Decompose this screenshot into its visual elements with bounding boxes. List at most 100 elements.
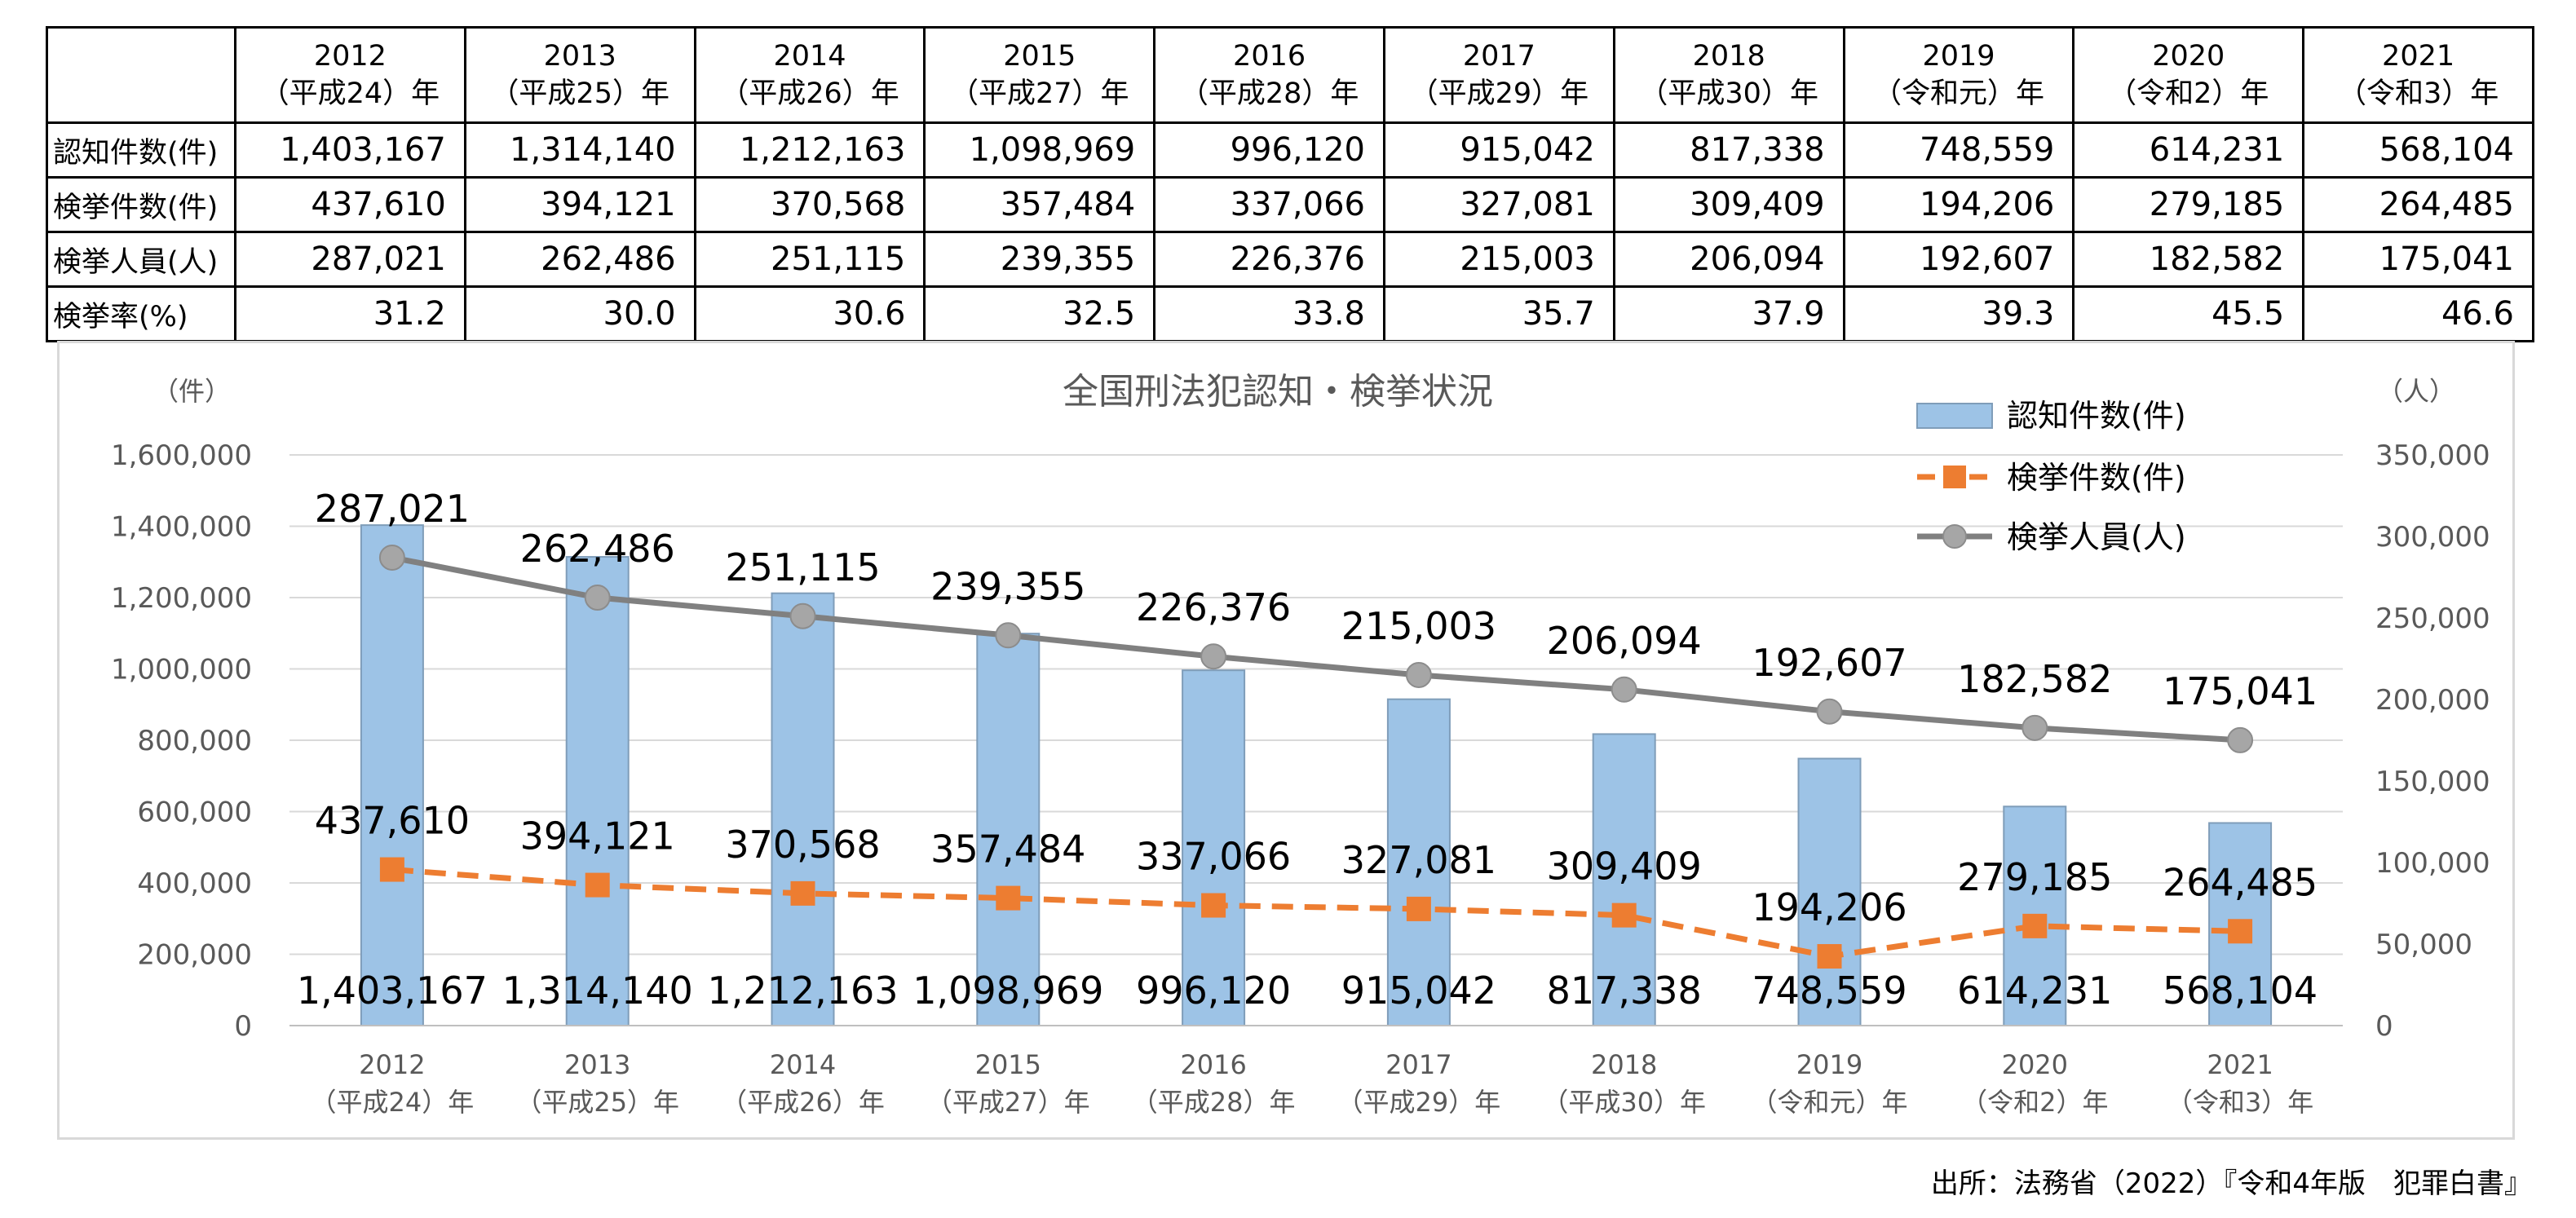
y-right-tick-label: 200,000 xyxy=(2375,684,2490,717)
year-label: 2018 xyxy=(1692,40,1765,73)
row-label: 検挙人員(人) xyxy=(46,231,236,288)
arrests-data-label: 357,484 xyxy=(930,827,1085,872)
year-label: 2012 xyxy=(313,40,387,73)
arrested-persons-data-label: 192,607 xyxy=(1752,641,1907,685)
data-point-arrests xyxy=(379,857,404,882)
data-point-arrests xyxy=(790,880,815,906)
table-cell: 32.5 xyxy=(923,285,1156,342)
data-point-arrested-persons xyxy=(1816,698,1843,725)
x-tick-label-era: （平成24）年 xyxy=(311,1087,475,1118)
era-label: （平成29）年 xyxy=(1409,77,1589,110)
table-cell: 279,185 xyxy=(2072,176,2305,233)
arrested-persons-data-label: 206,094 xyxy=(1547,619,1702,663)
arrested-persons-data-label: 251,115 xyxy=(725,545,880,589)
data-point-arrested-persons xyxy=(2227,726,2254,753)
table-cell: 31.2 xyxy=(234,285,466,342)
bar-data-label: 568,104 xyxy=(2163,969,2318,1013)
y-right-tick-label: 250,000 xyxy=(2375,602,2490,635)
year-header: 2020 （令和2）年 xyxy=(2072,26,2305,124)
legend-swatch-square-marker xyxy=(1943,466,1966,488)
table-cell: 337,066 xyxy=(1153,176,1385,233)
era-label: （令和2）年 xyxy=(2108,77,2269,110)
data-point-arrested-persons xyxy=(2021,714,2048,741)
table-cell: 226,376 xyxy=(1153,231,1385,288)
table-cell: 614,231 xyxy=(2072,121,2305,179)
source-note: 出所：法務省（2022）『令和4年版 犯罪白書』 xyxy=(1930,1167,2532,1200)
data-point-arrested-persons xyxy=(1611,676,1637,703)
y-right-tick-label: 50,000 xyxy=(2375,929,2472,961)
data-point-arrests xyxy=(1611,902,1637,928)
year-label: 2020 xyxy=(2152,40,2225,73)
year-label: 2021 xyxy=(2382,40,2455,73)
legend-label: 認知件数(件) xyxy=(2007,398,2186,434)
table-cell: 45.5 xyxy=(2072,285,2305,342)
table-cell: 357,484 xyxy=(923,176,1156,233)
y-left-unit: （件） xyxy=(152,376,231,407)
era-label: （平成26）年 xyxy=(720,77,899,110)
y-right-tick-label: 350,000 xyxy=(2375,439,2490,472)
y-right-tick-label: 300,000 xyxy=(2375,521,2490,554)
year-header: 2018 （平成30）年 xyxy=(1612,26,1845,124)
x-tick-label-era: （令和元）年 xyxy=(1751,1087,1907,1118)
table-cell: 1,403,167 xyxy=(234,121,466,179)
table-cell: 182,582 xyxy=(2072,231,2305,288)
table-row: 検挙件数(件) 437,610 394,121 370,568 357,484 337,0… xyxy=(46,176,2534,233)
series-line-arrests xyxy=(391,867,2241,960)
bar-data-label: 748,559 xyxy=(1752,969,1907,1013)
table-cell: 37.9 xyxy=(1612,285,1845,342)
era-label: （平成30）年 xyxy=(1639,77,1818,110)
table-cell: 996,120 xyxy=(1153,121,1385,179)
table-cell: 1,098,969 xyxy=(923,121,1156,179)
y-left-tick-label: 400,000 xyxy=(137,867,252,900)
y-left-tick-label: 1,600,000 xyxy=(111,439,252,472)
table-cell: 394,121 xyxy=(463,176,696,233)
data-point-arrests xyxy=(996,885,1021,911)
table-cell: 206,094 xyxy=(1612,231,1845,288)
table-cell: 287,021 xyxy=(234,231,466,288)
arrested-persons-data-label: 287,021 xyxy=(315,487,470,531)
bar-data-label: 915,042 xyxy=(1341,969,1496,1013)
table-cell: 309,409 xyxy=(1612,176,1845,233)
year-header: 2017 （平成29）年 xyxy=(1382,26,1615,124)
x-tick-label-year: 2021 xyxy=(2207,1049,2273,1080)
data-point-arrested-persons xyxy=(789,602,816,629)
x-tick-label-year: 2019 xyxy=(1796,1049,1862,1080)
y-right-unit: （人） xyxy=(2377,376,2455,407)
bar xyxy=(771,592,835,1026)
year-label: 2016 xyxy=(1233,40,1306,73)
bar-data-label: 1,314,140 xyxy=(502,969,693,1013)
year-label: 2017 xyxy=(1462,40,1535,73)
table-cell: 33.8 xyxy=(1153,285,1385,342)
arrests-data-label: 264,485 xyxy=(2163,860,2318,904)
table-cell: 748,559 xyxy=(1842,121,2075,179)
x-tick-label-year: 2020 xyxy=(2002,1049,2068,1080)
x-tick-label-era: （令和3）年 xyxy=(2167,1087,2313,1118)
year-header: 2016 （平成28）年 xyxy=(1153,26,1385,124)
y-left-tick-label: 1,200,000 xyxy=(111,582,252,615)
table-row: 認知件数(件) 1,403,167 1,314,140 1,212,163 1,098,… xyxy=(46,121,2534,179)
x-tick-label-era: （平成30）年 xyxy=(1542,1087,1706,1118)
legend-label: 検挙人員(人) xyxy=(2007,519,2186,555)
arrested-persons-data-label: 226,376 xyxy=(1136,585,1291,629)
era-label: （令和3）年 xyxy=(2337,77,2499,110)
table-cell: 39.3 xyxy=(1842,285,2075,342)
data-point-arrested-persons xyxy=(995,622,1022,649)
x-tick-label-year: 2012 xyxy=(359,1049,425,1080)
data-point-arrested-persons xyxy=(378,544,405,571)
x-tick-label-era: （令和2）年 xyxy=(1961,1087,2108,1118)
table-cell: 262,486 xyxy=(463,231,696,288)
x-tick-label-year: 2014 xyxy=(770,1049,836,1080)
legend-swatch-circle-marker xyxy=(1942,524,1967,549)
year-header: 2012 （平成24）年 xyxy=(234,26,466,124)
legend-label: 検挙件数(件) xyxy=(2007,460,2186,496)
table-cell: 327,081 xyxy=(1382,176,1615,233)
series-line-arrested-persons xyxy=(391,554,2241,744)
table-cell: 30.0 xyxy=(463,285,696,342)
arrests-data-label: 370,568 xyxy=(725,823,880,867)
bar xyxy=(976,633,1041,1026)
bar-data-label: 1,212,163 xyxy=(707,969,898,1013)
table-corner-cell xyxy=(46,26,236,124)
data-point-arrests xyxy=(2022,913,2048,938)
y-left-tick-label: 200,000 xyxy=(137,939,252,972)
year-label: 2014 xyxy=(773,40,846,73)
